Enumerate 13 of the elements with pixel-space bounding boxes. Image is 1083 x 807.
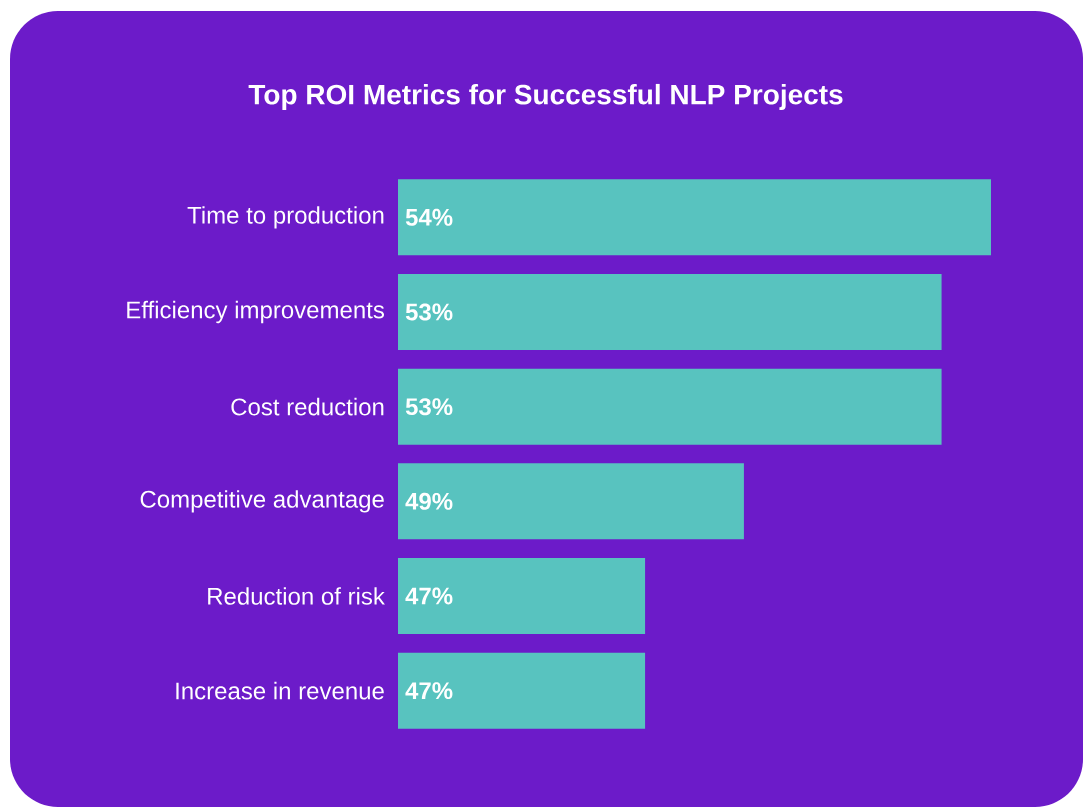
data-label: 47%: [405, 587, 453, 605]
y-tick-label: Increase in revenue: [176, 681, 384, 700]
chart-title: Top ROI Metrics for Successful NLP Projects: [248, 83, 843, 111]
y-tick-label: Efficiency improvements: [127, 300, 385, 324]
y-tick-label: Cost reduction: [231, 397, 384, 416]
data-label: 53%: [405, 398, 453, 416]
data-label: 47%: [405, 682, 453, 700]
y-tick-label: Time to production: [187, 206, 384, 229]
data-label: 54%: [405, 208, 453, 226]
y-tick-label: Competitive advantage: [140, 490, 384, 513]
y-tick-label: Reduction of risk: [208, 587, 385, 605]
data-label: 53%: [405, 303, 453, 321]
data-label: 49%: [405, 492, 453, 510]
